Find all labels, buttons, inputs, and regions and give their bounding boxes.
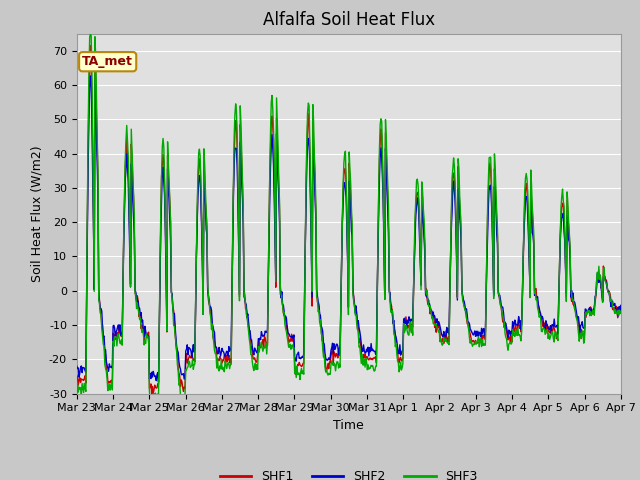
Title: Alfalfa Soil Heat Flux: Alfalfa Soil Heat Flux: [263, 11, 435, 29]
X-axis label: Time: Time: [333, 419, 364, 432]
Y-axis label: Soil Heat Flux (W/m2): Soil Heat Flux (W/m2): [30, 145, 44, 282]
Legend: SHF1, SHF2, SHF3: SHF1, SHF2, SHF3: [214, 465, 483, 480]
Text: TA_met: TA_met: [82, 55, 133, 68]
